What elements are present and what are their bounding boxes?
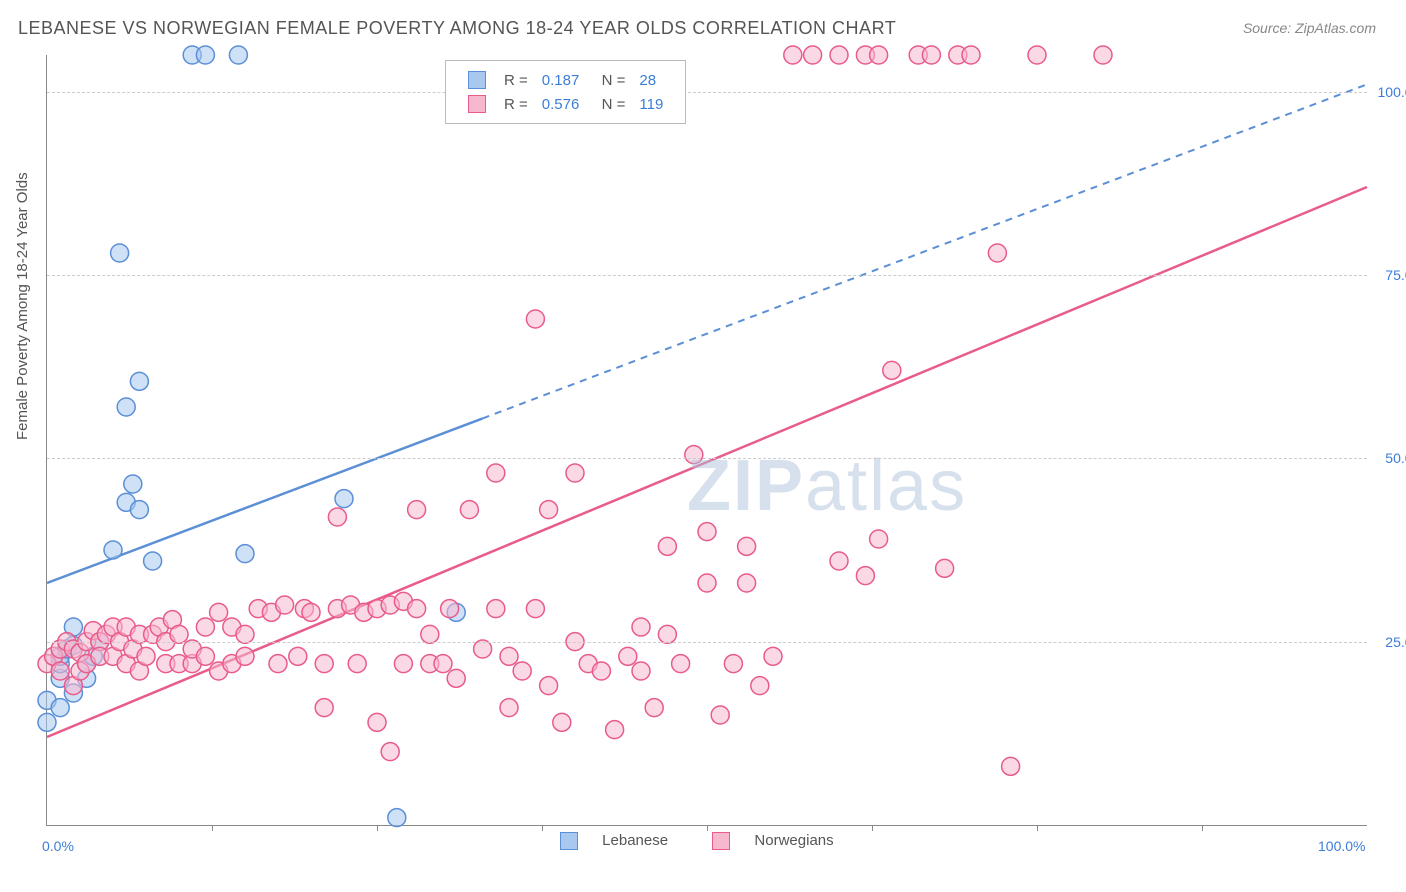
plot-area: ZIPatlas 25.0%50.0%75.0%100.0% (46, 55, 1367, 826)
y-tick-label: 50.0% (1375, 450, 1406, 466)
r-norwegians: 0.576 (536, 93, 586, 115)
series-legend: Lebanese Norwegians (560, 832, 874, 850)
legend-label: Norwegians (754, 832, 833, 849)
legend-row-norwegians: R = 0.576 N = 119 (462, 93, 669, 115)
swatch-icon (560, 832, 578, 850)
y-tick-label: 100.0% (1375, 84, 1406, 100)
n-norwegians: 119 (633, 93, 669, 115)
scatter-chart (47, 55, 1367, 825)
source-label: Source: ZipAtlas.com (1243, 20, 1376, 36)
correlation-legend: R = 0.187 N = 28 R = 0.576 N = 119 (445, 60, 686, 124)
legend-item-lebanese: Lebanese (560, 832, 692, 849)
n-lebanese: 28 (633, 69, 669, 91)
r-lebanese: 0.187 (536, 69, 586, 91)
y-tick-label: 75.0% (1375, 267, 1406, 283)
x-axis-end: 100.0% (1318, 838, 1365, 854)
chart-title: LEBANESE VS NORWEGIAN FEMALE POVERTY AMO… (18, 18, 896, 39)
legend-label: Lebanese (602, 832, 668, 849)
legend-item-norwegians: Norwegians (712, 832, 853, 849)
swatch-lebanese (468, 71, 486, 89)
y-tick-label: 25.0% (1375, 634, 1406, 650)
y-axis-label: Female Poverty Among 18-24 Year Olds (14, 172, 31, 440)
swatch-icon (712, 832, 730, 850)
swatch-norwegians (468, 95, 486, 113)
legend-row-lebanese: R = 0.187 N = 28 (462, 69, 669, 91)
x-axis-start: 0.0% (42, 838, 74, 854)
